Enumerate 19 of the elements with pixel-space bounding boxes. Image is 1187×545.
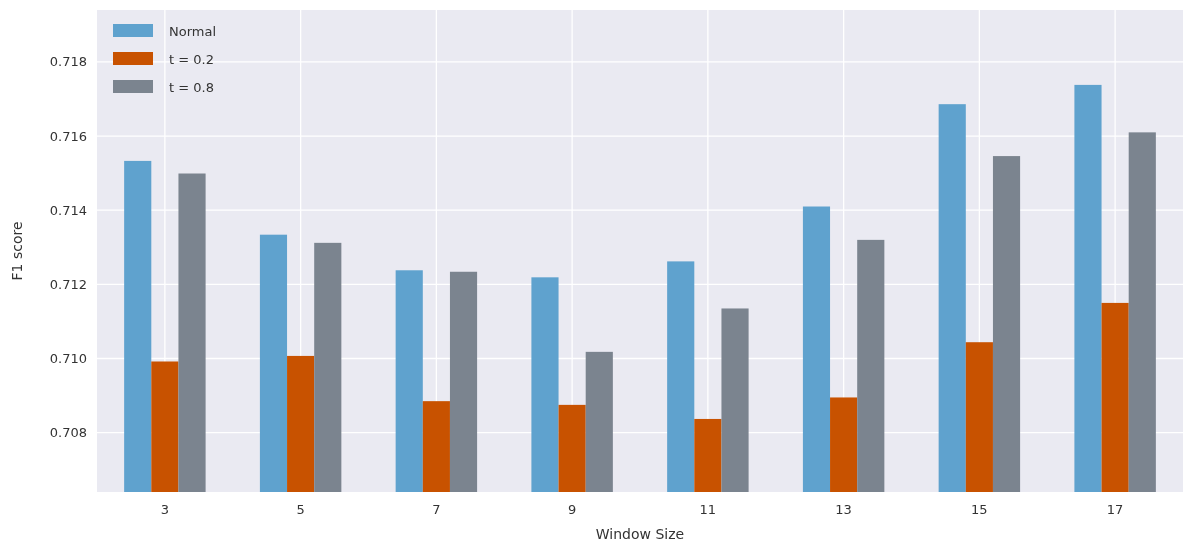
x-tick-label: 3 [160, 502, 170, 517]
x-tick-label: 9 [567, 502, 577, 517]
x-tick-label: 13 [835, 502, 852, 517]
x-axis-title: Window Size [595, 526, 685, 542]
x-tick-label: 17 [1106, 502, 1124, 517]
x-tick-label: 5 [296, 502, 305, 517]
x-tick-label: 15 [971, 502, 988, 517]
y-tick-label: 0.714 [49, 202, 87, 218]
x-tick-label: 7 [432, 502, 441, 517]
y-axis-title: F1 score [9, 221, 25, 281]
legend-label: t = 0.8 [169, 79, 214, 95]
legend-label: t = 0.2 [169, 51, 214, 67]
y-tick-label: 0.718 [49, 54, 87, 70]
y-tick-label: 0.716 [49, 128, 87, 144]
y-tick-label: 0.708 [49, 425, 87, 441]
legend-label: Normal [169, 23, 217, 39]
y-tick-label: 0.710 [49, 351, 87, 367]
y-tick-label: 0.712 [49, 276, 87, 292]
x-tick-label: 11 [699, 502, 717, 517]
